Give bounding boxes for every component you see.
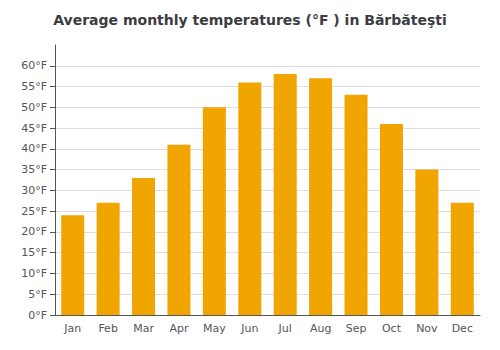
svg-text:Jul: Jul xyxy=(278,322,292,335)
svg-text:50°F: 50°F xyxy=(21,101,47,114)
svg-text:25°F: 25°F xyxy=(21,205,47,218)
svg-text:30°F: 30°F xyxy=(21,184,47,197)
svg-text:Aug: Aug xyxy=(310,322,331,335)
svg-text:15°F: 15°F xyxy=(21,246,47,259)
svg-text:45°F: 45°F xyxy=(21,122,47,135)
svg-text:60°F: 60°F xyxy=(21,59,47,72)
svg-text:Average monthly temperatures (: Average monthly temperatures (°F ) in Bă… xyxy=(53,12,447,28)
svg-text:Apr: Apr xyxy=(169,322,189,335)
svg-text:20°F: 20°F xyxy=(21,225,47,238)
svg-text:0°F: 0°F xyxy=(28,309,47,322)
svg-text:10°F: 10°F xyxy=(21,267,47,280)
svg-text:35°F: 35°F xyxy=(21,163,47,176)
svg-text:Jun: Jun xyxy=(240,322,258,335)
svg-text:Jan: Jan xyxy=(63,322,81,335)
svg-text:May: May xyxy=(203,322,226,335)
svg-text:40°F: 40°F xyxy=(21,142,47,155)
svg-text:Feb: Feb xyxy=(98,322,117,335)
svg-text:55°F: 55°F xyxy=(21,80,47,93)
svg-text:Mar: Mar xyxy=(133,322,154,335)
svg-text:Nov: Nov xyxy=(416,322,438,335)
svg-text:5°F: 5°F xyxy=(28,288,47,301)
svg-text:Oct: Oct xyxy=(382,322,402,335)
svg-text:Sep: Sep xyxy=(346,322,367,335)
svg-text:Dec: Dec xyxy=(452,322,473,335)
